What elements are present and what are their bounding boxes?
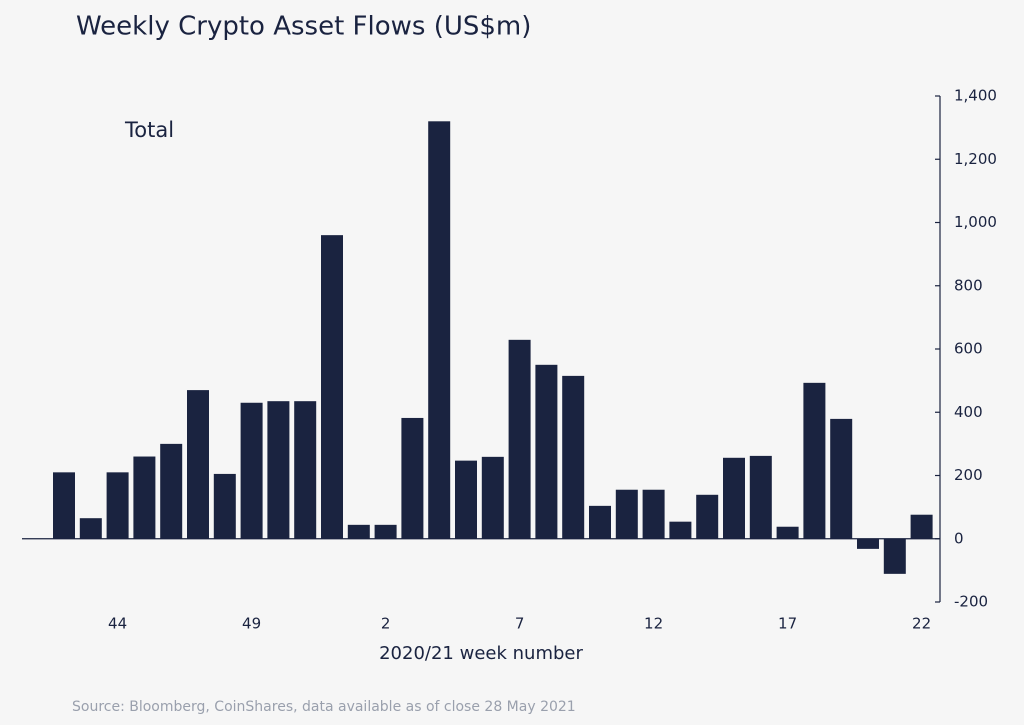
bar bbox=[669, 521, 692, 539]
bar bbox=[830, 418, 853, 539]
x-tick-label: 17 bbox=[778, 615, 797, 633]
y-tick-label: 800 bbox=[954, 276, 983, 294]
y-tick-label: -200 bbox=[954, 593, 988, 611]
bar bbox=[642, 489, 665, 539]
x-tick-label: 2 bbox=[381, 615, 391, 633]
bar bbox=[723, 457, 745, 539]
source-note: Source: Bloomberg, CoinShares, data avai… bbox=[72, 699, 576, 715]
bar bbox=[321, 235, 343, 539]
y-tick-label: 1,000 bbox=[954, 213, 997, 231]
bar bbox=[883, 538, 906, 574]
bar bbox=[106, 472, 129, 539]
y-tick-label: 200 bbox=[954, 466, 983, 484]
x-tick-label: 49 bbox=[242, 615, 261, 633]
x-tick-label: 44 bbox=[108, 615, 127, 633]
bar bbox=[213, 473, 236, 539]
chart-title: Weekly Crypto Asset Flows (US$m) bbox=[76, 12, 531, 42]
annotation: Total bbox=[124, 118, 174, 142]
x-tick-label: 12 bbox=[644, 615, 663, 633]
y-tick-label: 0 bbox=[954, 529, 964, 547]
bar bbox=[133, 456, 156, 539]
y-tick-label: 1,400 bbox=[954, 87, 997, 105]
bar bbox=[615, 489, 638, 539]
bar bbox=[857, 538, 879, 549]
bar bbox=[401, 417, 424, 539]
y-tick-label: 600 bbox=[954, 340, 983, 358]
bar bbox=[535, 364, 558, 539]
bar bbox=[508, 339, 531, 539]
bar bbox=[53, 472, 75, 539]
bar bbox=[374, 524, 397, 539]
bar bbox=[187, 390, 209, 539]
x-tick-label: 7 bbox=[515, 615, 525, 633]
bar bbox=[160, 443, 183, 539]
x-tick-label: 22 bbox=[912, 615, 931, 633]
y-tick-label: 1,200 bbox=[954, 150, 997, 168]
y-tick-label: 400 bbox=[954, 403, 983, 421]
bar bbox=[455, 460, 477, 539]
bar bbox=[776, 526, 799, 539]
bar bbox=[294, 401, 317, 539]
bar bbox=[749, 455, 772, 539]
bar bbox=[910, 514, 933, 539]
bar bbox=[481, 456, 504, 539]
x-axis-label: 2020/21 week number bbox=[379, 643, 583, 664]
bar bbox=[696, 494, 719, 539]
bar bbox=[428, 121, 451, 539]
bar bbox=[562, 375, 585, 539]
bar bbox=[803, 382, 826, 539]
bar bbox=[79, 518, 102, 539]
bar bbox=[347, 524, 370, 539]
bar bbox=[240, 402, 263, 539]
bar bbox=[267, 401, 290, 539]
bar bbox=[589, 505, 611, 539]
